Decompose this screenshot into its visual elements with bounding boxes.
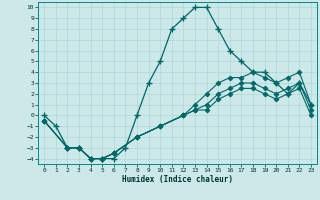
X-axis label: Humidex (Indice chaleur): Humidex (Indice chaleur) — [122, 175, 233, 184]
